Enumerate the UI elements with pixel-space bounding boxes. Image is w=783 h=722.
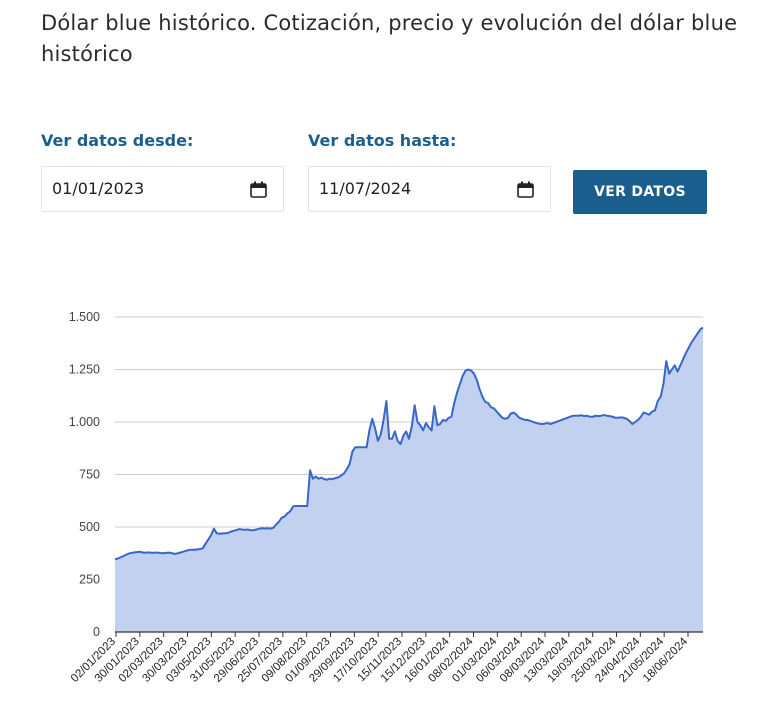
dolar-blue-area-chart: 02505007501.0001.2501.50002/01/202330/01… xyxy=(69,310,704,685)
ver-datos-button[interactable]: VER DATOS xyxy=(573,170,707,214)
y-tick-label: 250 xyxy=(79,573,100,587)
y-tick-label: 0 xyxy=(93,625,100,639)
y-tick-label: 1.250 xyxy=(69,363,100,377)
to-date-label: Ver datos hasta: xyxy=(308,131,457,150)
to-date-input[interactable]: 11/07/2024 xyxy=(308,166,551,212)
from-date-input[interactable]: 01/01/2023 xyxy=(41,166,284,212)
from-date-value: 01/01/2023 xyxy=(52,179,145,198)
from-date-label: Ver datos desde: xyxy=(41,131,194,150)
calendar-icon[interactable] xyxy=(250,181,267,198)
series-line xyxy=(114,326,704,561)
calendar-icon[interactable] xyxy=(517,181,534,198)
to-date-value: 11/07/2024 xyxy=(319,179,412,198)
y-tick-label: 1.000 xyxy=(69,415,100,429)
y-tick-label: 1.500 xyxy=(69,310,100,324)
series-area xyxy=(115,327,703,632)
page-title: Dólar blue histórico. Cotización, precio… xyxy=(41,11,738,66)
y-tick-label: 750 xyxy=(79,468,100,482)
y-tick-label: 500 xyxy=(79,520,100,534)
